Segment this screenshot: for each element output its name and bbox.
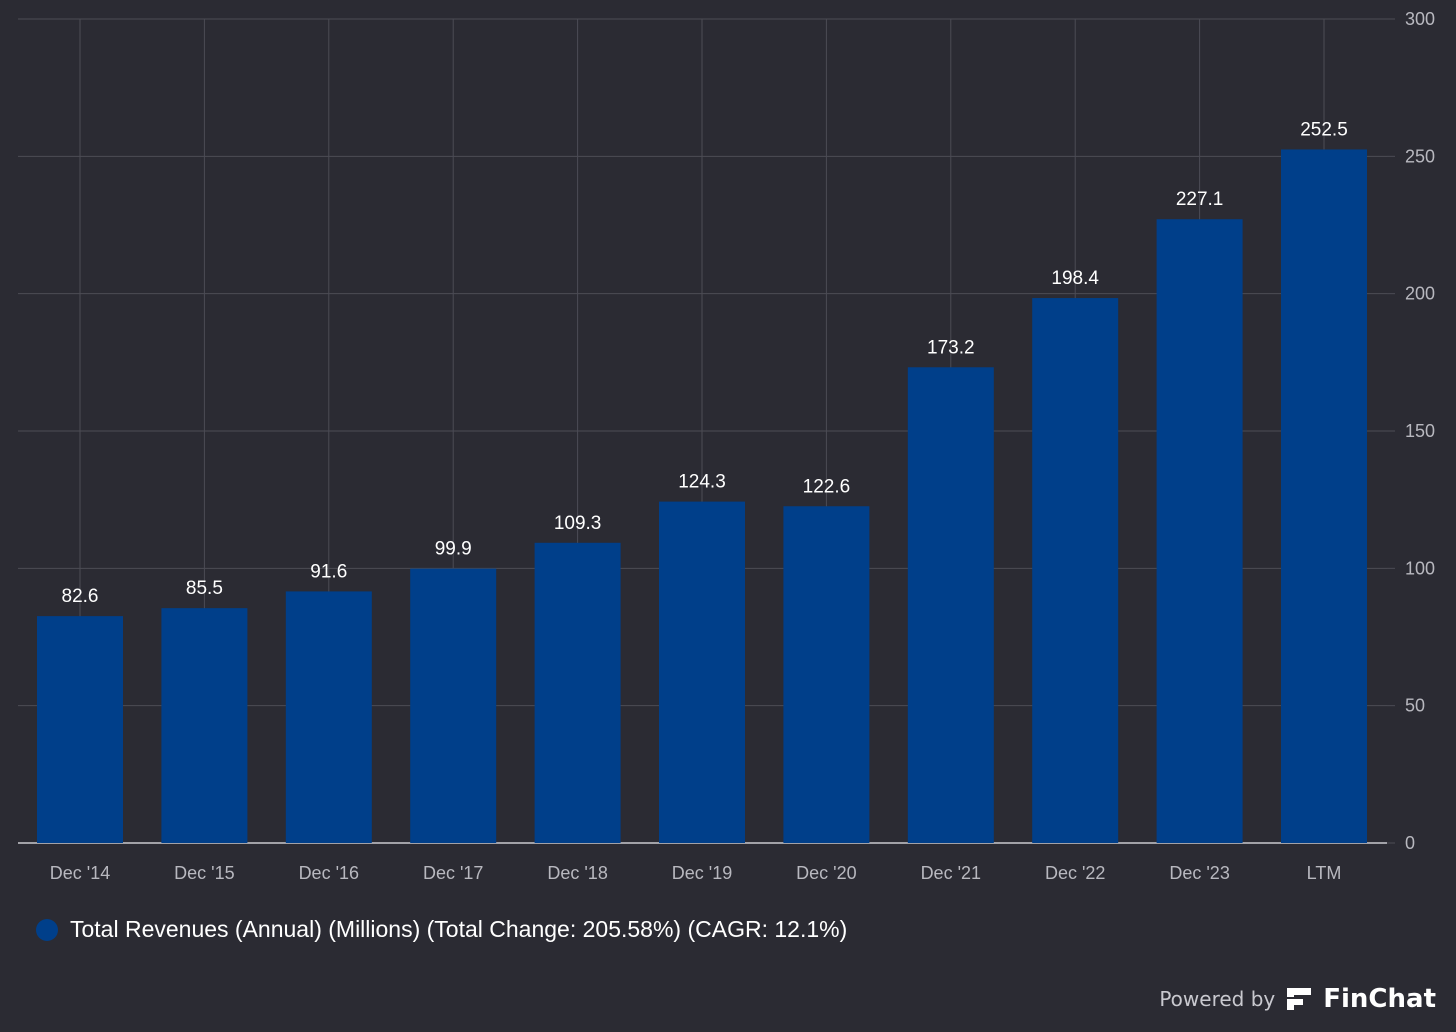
- x-tick-label: Dec '23: [1169, 863, 1229, 883]
- x-tick-label: Dec '19: [672, 863, 732, 883]
- bars: [37, 149, 1367, 843]
- brand-name: FinChat: [1323, 984, 1436, 1014]
- bar[interactable]: [1032, 298, 1119, 843]
- bar[interactable]: [534, 542, 621, 843]
- x-tick-label: Dec '15: [174, 863, 234, 883]
- y-tick-label: 300: [1405, 9, 1435, 29]
- data-label: 91.6: [310, 561, 347, 582]
- y-tick-label: 100: [1405, 558, 1435, 578]
- finchat-logo-icon: [1285, 986, 1313, 1012]
- bar[interactable]: [907, 367, 994, 843]
- y-axis-ticks: 0 50 100 150 200 250 300: [1405, 9, 1435, 853]
- y-tick-label: 150: [1405, 421, 1435, 441]
- x-tick-label: Dec '20: [796, 863, 856, 883]
- bar[interactable]: [37, 616, 123, 843]
- y-tick-label: 50: [1405, 696, 1425, 716]
- legend-marker: [36, 918, 58, 941]
- x-tick-label: Dec '18: [547, 863, 607, 883]
- data-label: 252.5: [1300, 119, 1348, 140]
- data-label: 124.3: [678, 472, 726, 493]
- x-tick-label: Dec '17: [423, 863, 483, 883]
- data-label: 122.6: [803, 476, 851, 497]
- bar-chart: 82.6 85.5 91.6 99.9 109.3 124.3 122.6 173.2 198.…: [18, 9, 1435, 883]
- data-label: 85.5: [186, 578, 223, 599]
- legend-label: Total Revenues (Annual) (Millions) (Tota…: [70, 916, 848, 942]
- x-tick-label: Dec '14: [50, 863, 110, 883]
- data-label: 99.9: [435, 539, 472, 560]
- y-tick-label: 250: [1405, 146, 1435, 166]
- data-label: 82.6: [62, 586, 99, 607]
- bar[interactable]: [285, 591, 372, 843]
- x-tick-label: Dec '21: [921, 863, 981, 883]
- x-tick-label: Dec '16: [299, 863, 359, 883]
- bar[interactable]: [1281, 149, 1367, 843]
- bar[interactable]: [1156, 219, 1243, 843]
- x-tick-label: LTM: [1307, 863, 1342, 883]
- branding: Powered by FinChat: [1159, 984, 1436, 1014]
- bar[interactable]: [783, 506, 870, 843]
- data-label: 227.1: [1176, 189, 1224, 210]
- bar[interactable]: [410, 568, 497, 843]
- data-label: 173.2: [927, 337, 975, 358]
- y-tick-label: 0: [1405, 833, 1415, 853]
- powered-by-text: Powered by: [1159, 987, 1276, 1011]
- bar[interactable]: [161, 608, 248, 843]
- bar[interactable]: [659, 501, 745, 843]
- data-labels: 82.6 85.5 91.6 99.9 109.3 124.3 122.6 173.2 198.…: [62, 119, 1348, 607]
- x-axis-ticks: Dec '14 Dec '15 Dec '16 Dec '17 Dec '18 Dec '…: [50, 863, 1342, 883]
- x-tick-label: Dec '22: [1045, 863, 1105, 883]
- y-tick-label: 200: [1405, 284, 1435, 304]
- data-label: 109.3: [554, 513, 602, 534]
- data-label: 198.4: [1051, 268, 1099, 289]
- legend[interactable]: Total Revenues (Annual) (Millions) (Tota…: [36, 916, 847, 943]
